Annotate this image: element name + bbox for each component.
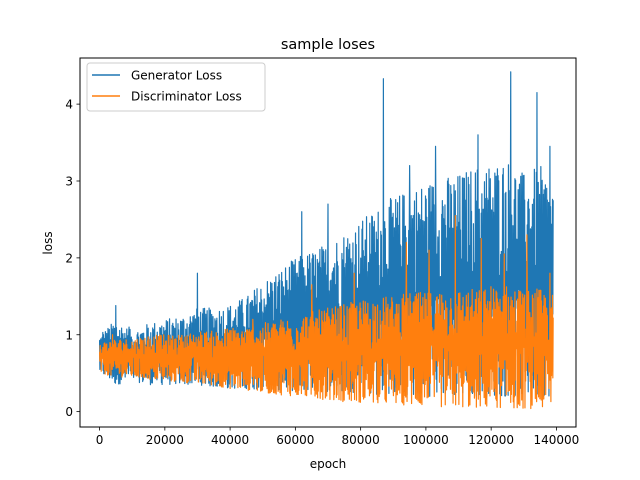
x-tick-label: 100000 bbox=[403, 433, 449, 447]
y-tick-label: 2 bbox=[65, 251, 73, 265]
y-tick-label: 4 bbox=[65, 98, 73, 112]
series-layer bbox=[98, 71, 554, 410]
x-tick-label: 120000 bbox=[468, 433, 514, 447]
x-axis-label: epoch bbox=[310, 457, 347, 471]
x-tick-label: 60000 bbox=[276, 433, 314, 447]
y-axis: 0 1 2 3 4 bbox=[65, 98, 80, 419]
chart-title: sample loses bbox=[281, 37, 375, 53]
legend: Generator Loss Discriminator Loss bbox=[86, 62, 266, 112]
legend-box bbox=[86, 62, 266, 112]
x-tick-label: 140000 bbox=[534, 433, 580, 447]
plot-frame bbox=[79, 57, 577, 428]
x-tick-label: 80000 bbox=[342, 433, 380, 447]
legend-label: Generator Loss bbox=[131, 69, 222, 83]
legend-label: Discriminator Loss bbox=[131, 90, 242, 104]
plot-area bbox=[80, 58, 576, 427]
series-line-discriminator bbox=[98, 214, 554, 410]
x-tick-label: 20000 bbox=[146, 433, 184, 447]
x-tick-label: 0 bbox=[96, 433, 104, 447]
y-axis-label: loss bbox=[41, 231, 55, 254]
x-axis: 0 20000 40000 60000 80000 100000 120000 140000 bbox=[96, 427, 580, 447]
y-tick-label: 1 bbox=[65, 328, 73, 342]
x-tick-label: 40000 bbox=[211, 433, 249, 447]
y-tick-label: 3 bbox=[65, 175, 73, 189]
y-tick-label: 0 bbox=[65, 405, 73, 419]
